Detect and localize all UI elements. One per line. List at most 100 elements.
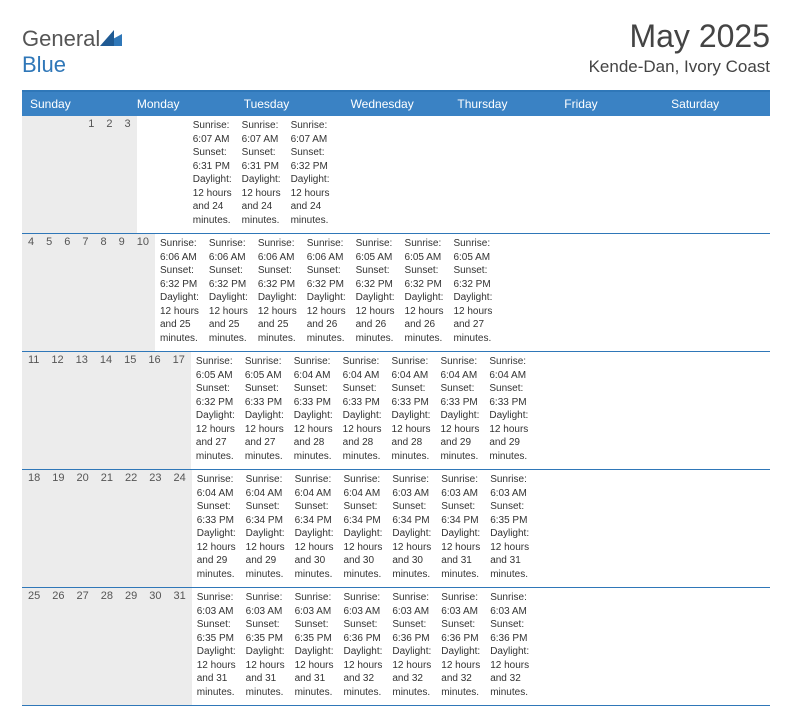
daylight-line: Daylight: 12 hours and 30 minutes. [295, 528, 334, 580]
sunset-line: Sunset: 6:33 PM [489, 383, 526, 408]
date-details: Sunrise: 6:04 AMSunset: 6:33 PMDaylight:… [338, 352, 387, 469]
sunrise-line: Sunrise: 6:03 AM [197, 592, 234, 617]
sunset-line: Sunset: 6:33 PM [197, 501, 234, 526]
daylight-line: Daylight: 12 hours and 32 minutes. [343, 646, 382, 698]
weekday-thursday: Thursday [449, 92, 556, 116]
date-details: Sunrise: 6:03 AMSunset: 6:35 PMDaylight:… [241, 588, 290, 705]
daylight-line: Daylight: 12 hours and 29 minutes. [246, 528, 285, 580]
sunset-line: Sunset: 6:34 PM [246, 501, 283, 526]
daylight-line: Daylight: 12 hours and 25 minutes. [209, 292, 248, 344]
sunrise-line: Sunrise: 6:07 AM [193, 120, 230, 145]
weekday-sunday: Sunday [22, 92, 129, 116]
date-body-row: Sunrise: 6:03 AMSunset: 6:35 PMDaylight:… [192, 588, 534, 705]
sunrise-line: Sunrise: 6:06 AM [307, 238, 344, 263]
date-details: Sunrise: 6:03 AMSunset: 6:35 PMDaylight:… [192, 588, 241, 705]
sunrise-line: Sunrise: 6:03 AM [392, 474, 429, 499]
sunset-line: Sunset: 6:31 PM [242, 147, 279, 172]
sunrise-line: Sunrise: 6:04 AM [489, 356, 526, 381]
daylight-line: Daylight: 12 hours and 24 minutes. [193, 174, 232, 226]
date-number: 20 [71, 470, 95, 587]
date-number [37, 116, 52, 233]
daylight-line: Daylight: 12 hours and 32 minutes. [490, 646, 529, 698]
week-row: 45678910Sunrise: 6:06 AMSunset: 6:32 PMD… [22, 234, 770, 352]
daylight-line: Daylight: 12 hours and 26 minutes. [356, 292, 395, 344]
date-details: Sunrise: 6:04 AMSunset: 6:34 PMDaylight:… [241, 470, 290, 587]
date-details: Sunrise: 6:05 AMSunset: 6:32 PMDaylight:… [448, 234, 497, 351]
daylight-line: Daylight: 12 hours and 28 minutes. [343, 410, 382, 462]
date-number: 2 [100, 116, 118, 233]
sunrise-line: Sunrise: 6:04 AM [294, 356, 331, 381]
calendar: Sunday Monday Tuesday Wednesday Thursday… [22, 90, 770, 706]
date-details: Sunrise: 6:04 AMSunset: 6:33 PMDaylight:… [435, 352, 484, 469]
date-number-row: 18192021222324 [22, 470, 192, 587]
date-number: 28 [95, 588, 119, 705]
date-number: 17 [167, 352, 191, 469]
sunset-line: Sunset: 6:33 PM [245, 383, 282, 408]
sunset-line: Sunset: 6:34 PM [441, 501, 478, 526]
sunset-line: Sunset: 6:33 PM [440, 383, 477, 408]
sunrise-line: Sunrise: 6:07 AM [291, 120, 328, 145]
date-details: Sunrise: 6:06 AMSunset: 6:32 PMDaylight:… [302, 234, 351, 351]
date-number [52, 116, 67, 233]
date-number: 8 [95, 234, 113, 351]
sunrise-line: Sunrise: 6:07 AM [242, 120, 279, 145]
date-number: 21 [95, 470, 119, 587]
sunset-line: Sunset: 6:33 PM [294, 383, 331, 408]
date-details: Sunrise: 6:06 AMSunset: 6:32 PMDaylight:… [204, 234, 253, 351]
sunset-line: Sunset: 6:32 PM [209, 265, 246, 290]
daylight-line: Daylight: 12 hours and 32 minutes. [392, 646, 431, 698]
date-number: 7 [76, 234, 94, 351]
date-details: Sunrise: 6:05 AMSunset: 6:33 PMDaylight:… [240, 352, 289, 469]
date-details: Sunrise: 6:03 AMSunset: 6:36 PMDaylight:… [387, 588, 436, 705]
date-details: Sunrise: 6:04 AMSunset: 6:33 PMDaylight:… [289, 352, 338, 469]
title-block: May 2025 Kende-Dan, Ivory Coast [589, 18, 770, 77]
sunset-line: Sunset: 6:32 PM [160, 265, 197, 290]
date-number-row: 11121314151617 [22, 352, 191, 469]
week-row: 11121314151617Sunrise: 6:05 AMSunset: 6:… [22, 352, 770, 470]
sunset-line: Sunset: 6:34 PM [343, 501, 380, 526]
date-number: 12 [45, 352, 69, 469]
date-details: Sunrise: 6:04 AMSunset: 6:33 PMDaylight:… [192, 470, 241, 587]
daylight-line: Daylight: 12 hours and 25 minutes. [160, 292, 199, 344]
date-number: 10 [131, 234, 155, 351]
date-number [22, 116, 37, 233]
date-number: 14 [94, 352, 118, 469]
sunset-line: Sunset: 6:33 PM [392, 383, 429, 408]
sunrise-line: Sunrise: 6:06 AM [160, 238, 197, 263]
sunset-line: Sunset: 6:35 PM [490, 501, 527, 526]
logo: General Blue [22, 26, 122, 78]
date-number: 31 [168, 588, 192, 705]
weekday-wednesday: Wednesday [343, 92, 450, 116]
date-number: 26 [46, 588, 70, 705]
sunset-line: Sunset: 6:32 PM [307, 265, 344, 290]
date-details [137, 116, 150, 233]
sunrise-line: Sunrise: 6:06 AM [209, 238, 246, 263]
daylight-line: Daylight: 12 hours and 29 minutes. [197, 528, 236, 580]
sunset-line: Sunset: 6:32 PM [258, 265, 295, 290]
daylight-line: Daylight: 12 hours and 29 minutes. [489, 410, 528, 462]
date-number: 27 [71, 588, 95, 705]
weekday-tuesday: Tuesday [236, 92, 343, 116]
date-details: Sunrise: 6:03 AMSunset: 6:35 PMDaylight:… [290, 588, 339, 705]
daylight-line: Daylight: 12 hours and 25 minutes. [258, 292, 297, 344]
daylight-line: Daylight: 12 hours and 30 minutes. [343, 528, 382, 580]
sunrise-line: Sunrise: 6:06 AM [258, 238, 295, 263]
daylight-line: Daylight: 12 hours and 26 minutes. [307, 292, 346, 344]
daylight-line: Daylight: 12 hours and 31 minutes. [295, 646, 334, 698]
sunrise-line: Sunrise: 6:03 AM [343, 592, 380, 617]
date-number: 4 [22, 234, 40, 351]
week-row: 18192021222324Sunrise: 6:04 AMSunset: 6:… [22, 470, 770, 588]
sunrise-line: Sunrise: 6:05 AM [245, 356, 282, 381]
sunset-line: Sunset: 6:34 PM [295, 501, 332, 526]
date-body-row: Sunrise: 6:06 AMSunset: 6:32 PMDaylight:… [155, 234, 497, 351]
daylight-line: Daylight: 12 hours and 26 minutes. [405, 292, 444, 344]
week-row: 123 Sunrise: 6:07 AMSunset: 6:31 PMDayli… [22, 116, 770, 234]
daylight-line: Daylight: 12 hours and 32 minutes. [441, 646, 480, 698]
date-number: 6 [58, 234, 76, 351]
sunrise-line: Sunrise: 6:04 AM [392, 356, 429, 381]
daylight-line: Daylight: 12 hours and 24 minutes. [242, 174, 281, 226]
date-number: 19 [46, 470, 70, 587]
weekday-header-row: Sunday Monday Tuesday Wednesday Thursday… [22, 92, 770, 116]
weekday-saturday: Saturday [663, 92, 770, 116]
daylight-line: Daylight: 12 hours and 24 minutes. [291, 174, 330, 226]
